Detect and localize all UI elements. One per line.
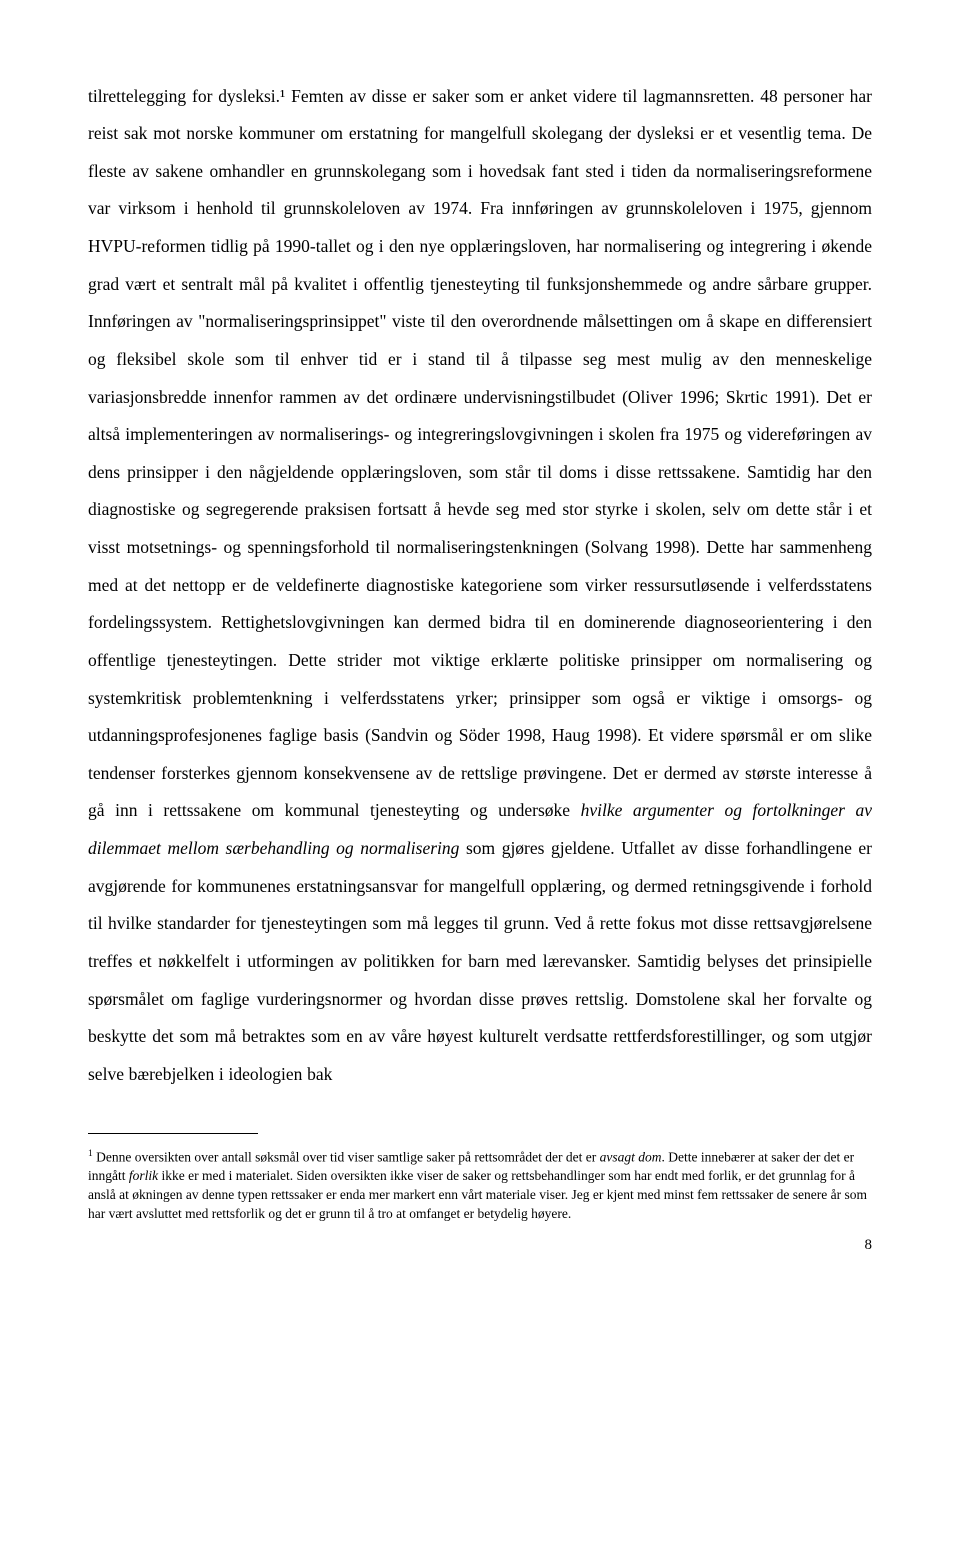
footnote-text-pre: Denne oversikten over antall søksmål ove… (93, 1149, 600, 1164)
page-container: tilrettelegging for dysleksi.¹ Femten av… (0, 0, 960, 1294)
footnote-1: 1 Denne oversikten over antall søksmål o… (88, 1148, 872, 1224)
body-text-main: tilrettelegging for dysleksi.¹ Femten av… (88, 86, 872, 821)
body-paragraph: tilrettelegging for dysleksi.¹ Femten av… (88, 78, 872, 1094)
body-text-after-italic: som gjøres gjeldene. Utfallet av disse f… (88, 838, 872, 1084)
page-number: 8 (88, 1237, 872, 1254)
footnote-divider (88, 1133, 258, 1134)
footnote-text-post: ikke er med i materialet. Siden oversikt… (88, 1168, 867, 1221)
footnote-italic-1: avsagt dom (600, 1149, 662, 1164)
footnote-italic-2: forlik (129, 1168, 158, 1183)
